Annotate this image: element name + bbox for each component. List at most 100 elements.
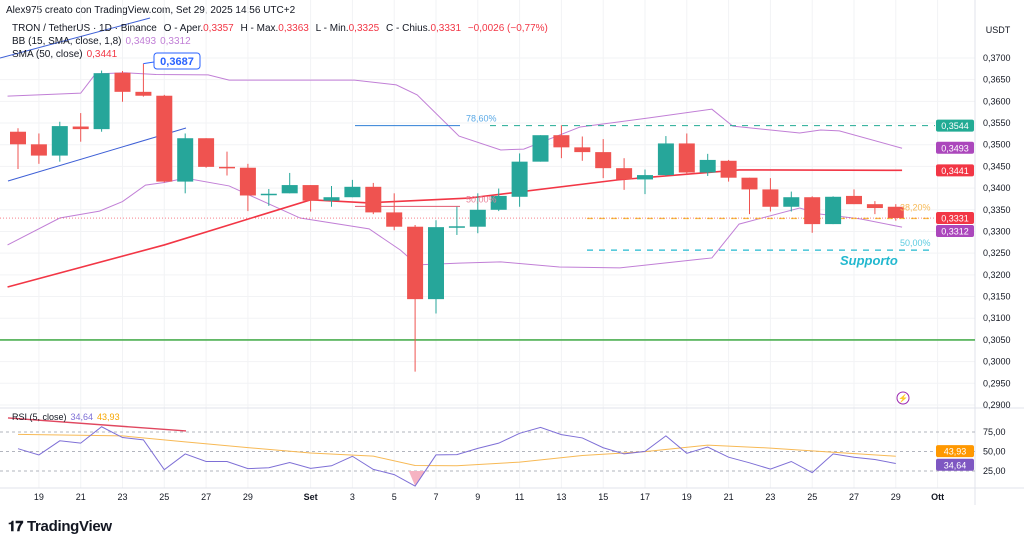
rsi-legend[interactable]: RSI (5, close) 34,64 43,93	[12, 412, 124, 422]
price-tick: 0,3450	[983, 161, 1011, 171]
sma-legend[interactable]: SMA (50, close) 0,3441	[12, 49, 121, 60]
time-tick: 27	[201, 492, 211, 502]
alert-bolt-icon	[896, 391, 910, 405]
bb-legend[interactable]: BB (15, SMA, close, 1,8) 0,3493 0,3312	[12, 36, 195, 47]
time-tick: Set	[304, 492, 318, 502]
price-badge	[936, 225, 974, 238]
rsi-oversold-fill	[408, 471, 426, 487]
tradingview-logo[interactable]: 𝟏𝟕 TradingView	[8, 518, 112, 535]
price-tick: 0,3700	[983, 53, 1011, 63]
time-tick: 9	[475, 492, 480, 502]
time-tick: 5	[392, 492, 397, 502]
time-tick: 21	[76, 492, 86, 502]
candle	[678, 143, 695, 173]
time-tick: 27	[849, 492, 859, 502]
candle	[887, 206, 904, 219]
time-tick: 23	[765, 492, 775, 502]
candle	[386, 212, 403, 227]
candle	[804, 197, 821, 225]
support-label: Supporto	[840, 253, 898, 268]
price-tick: 0,3050	[983, 335, 1011, 345]
candle	[574, 147, 591, 153]
price-chart[interactable]: 78,60%50,00%38,20%50,00%Supporto0,3687US…	[0, 0, 1024, 510]
candle	[93, 73, 110, 130]
time-tick: 13	[556, 492, 566, 502]
candle	[198, 138, 215, 167]
logo-text: TradingView	[26, 518, 112, 535]
time-tick: 29	[891, 492, 901, 502]
sma-label: SMA (50, close)	[12, 49, 83, 60]
rsi-ma-line	[17, 433, 896, 467]
rsi-badge-text: 34,64	[944, 460, 967, 470]
price-badge-text: 0,3544	[941, 121, 969, 131]
low-value: 0,3325	[348, 23, 380, 34]
time-tick: 11	[515, 492, 524, 502]
time-tick: Ott	[931, 492, 944, 502]
candle	[490, 195, 507, 210]
candle	[281, 185, 298, 194]
candle	[511, 161, 528, 197]
time-tick: 3	[350, 492, 355, 502]
price-badge-text: 0,3441	[941, 166, 969, 176]
fib-label: 38,20%	[900, 202, 931, 212]
time-tick: 25	[807, 492, 817, 502]
price-tick: 0,3200	[983, 270, 1011, 280]
time-tick: 29	[243, 492, 253, 502]
bb-upper-value: 0,3493	[125, 36, 157, 47]
candle	[595, 152, 612, 169]
price-badge	[936, 141, 974, 154]
price-tick: 0,3500	[983, 140, 1011, 150]
price-badge-text: 0,3493	[941, 143, 969, 153]
candle	[30, 144, 47, 156]
bb-label: BB (15, SMA, close, 1,8)	[12, 36, 122, 47]
change-value: −0,0026 (−0,77%)	[467, 23, 548, 34]
fib-label: 50,00%	[900, 238, 931, 248]
time-tick: 25	[159, 492, 169, 502]
sma-50-line	[7, 169, 903, 288]
price-tick: 0,3600	[983, 96, 1011, 106]
rsi-badge	[936, 445, 974, 458]
rsi-label: RSI (5, close)	[12, 412, 67, 422]
price-tick: 0,3300	[983, 226, 1011, 236]
candle	[657, 143, 674, 176]
candle	[448, 226, 465, 228]
sma-value: 0,3441	[86, 49, 118, 60]
trendline	[0, 17, 151, 59]
candle	[866, 204, 883, 209]
close-value: 0,3331	[430, 23, 462, 34]
candle	[637, 175, 653, 180]
candle	[365, 186, 382, 213]
close-label: C - Chius.	[386, 23, 431, 34]
candle	[51, 126, 68, 156]
bb-lower-value: 0,3312	[160, 36, 191, 47]
annotation-pointer	[143, 61, 155, 65]
candle	[344, 186, 361, 198]
price-tick: 0,3350	[983, 205, 1011, 215]
fib-label: 50,00%	[466, 194, 497, 204]
price-tick: 0,3250	[983, 248, 1011, 258]
candle	[72, 126, 89, 130]
rsi-trendline	[7, 417, 187, 432]
candle	[428, 227, 444, 300]
candle	[135, 91, 152, 96]
rsi-line	[17, 426, 896, 487]
price-badge	[936, 212, 974, 225]
high-value: 0,3363	[278, 23, 309, 34]
price-tick: 0,2950	[983, 378, 1011, 388]
time-tick: 7	[433, 492, 438, 502]
candle	[532, 135, 549, 162]
rsi-ma-value: 43,93	[97, 412, 120, 422]
candle	[616, 168, 633, 180]
high-callout-text: 0,3687	[160, 56, 194, 68]
rsi-badge-text: 43,93	[944, 447, 967, 457]
open-label: O - Aper.	[163, 23, 204, 34]
symbol-name[interactable]: TRON / TetherUS · 1D · Binance	[12, 23, 157, 34]
candle	[762, 189, 779, 207]
candle	[302, 185, 319, 201]
chart-credit: Alex975 creato con TradingView.com, Set …	[6, 5, 296, 16]
time-tick: 19	[682, 492, 692, 502]
price-tick: 0,3150	[983, 292, 1011, 302]
price-badge	[936, 119, 974, 132]
time-tick: 15	[598, 492, 608, 502]
candle	[177, 138, 194, 182]
